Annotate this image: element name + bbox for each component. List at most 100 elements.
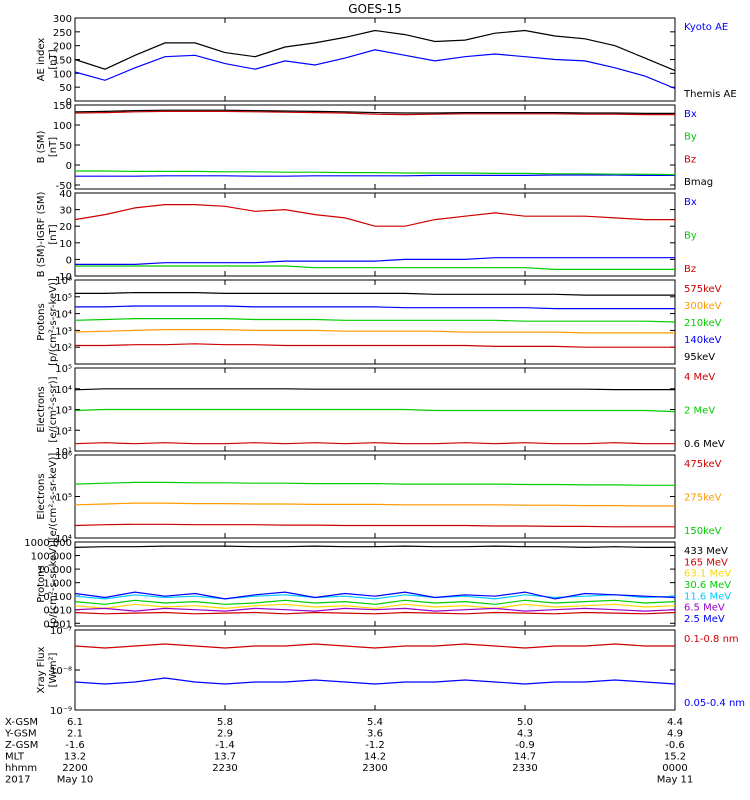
y-tick-label: 150: [53, 101, 72, 112]
series-line: [74, 603, 676, 610]
y-axis-label: [p/(cm²-s-sr-keV)]: [48, 278, 59, 366]
panel-3: -10 0 10 20 30 40 B (SM)-IGRF (SM) [nT] Bx By Bz: [36, 189, 697, 283]
x-axis-value: 14.2: [364, 752, 386, 763]
series-line: [74, 523, 675, 528]
legend-entry: Bz: [684, 264, 696, 275]
x-axis-value: 5.8: [217, 717, 233, 728]
x-axis-value: 2200: [62, 763, 87, 774]
y-tick-label: -50: [56, 181, 72, 192]
series-line: [74, 408, 676, 413]
y-tick-label: 0: [66, 97, 72, 108]
x-axis-row-label: MLT: [5, 752, 25, 763]
y-tick-label: -10: [56, 272, 72, 283]
y-tick-label: 10³: [55, 326, 72, 337]
panel-6: 10⁴ 10⁵ 10⁶ Electrons [e/(cm²-s-sr-keV)] 475k…: [36, 451, 722, 545]
y-tick-label: 1000.000: [24, 538, 72, 549]
series-line: [75, 292, 675, 296]
y-tick-label: 150: [53, 56, 72, 67]
legend-entry: 575keV: [684, 284, 722, 295]
y-tick-label: 10⁵: [55, 293, 72, 304]
legend-entry: 4 MeV: [684, 372, 715, 383]
y-tick-label: 10.000: [37, 565, 72, 576]
series-line: [75, 305, 675, 310]
y-tick-label: 10: [59, 239, 72, 250]
y-axis-label: Electrons: [36, 386, 47, 432]
series-line: [74, 110, 675, 116]
x-axis-row-label: Z-GSM: [5, 740, 38, 751]
x-axis-value: 5.4: [367, 717, 383, 728]
x-axis-value: -0.9: [515, 740, 535, 751]
y-axis-label: Protons: [36, 565, 47, 602]
x-axis-value: 2.9: [217, 729, 233, 740]
series-line: [74, 49, 676, 90]
x-axis-value: -1.2: [365, 740, 385, 751]
y-tick-label: 300: [53, 14, 72, 25]
y-tick-label: 50: [59, 83, 72, 94]
x-axis-value: -1.6: [65, 740, 85, 751]
panel-2: -50 0 50 100 150 B (SM) [nT] Bx By Bz Bmag: [36, 101, 713, 192]
series-line: [74, 643, 675, 649]
series-line: [74, 109, 675, 115]
y-tick-label: 50: [59, 141, 72, 152]
legend-entry: 475keV: [684, 459, 722, 470]
y-tick-label: 0.001: [43, 619, 72, 630]
legend-entry: 210keV: [684, 318, 722, 329]
y-axis-label: [nT]: [48, 137, 59, 157]
x-axis-value: 15.2: [664, 752, 686, 763]
y-axis-label: AE index: [36, 38, 47, 82]
y-tick-label: 100.000: [31, 552, 72, 563]
series-line: [74, 594, 676, 600]
y-tick-label: 30: [59, 206, 72, 217]
y-axis-label: [nT]: [48, 224, 59, 244]
y-tick-label: 10⁴: [55, 310, 72, 321]
x-axis-row-label: 2017: [5, 775, 30, 786]
panel-1: 0 50 100 150 200 250 300 AE index [nT] Kyoto AE Th…: [36, 14, 737, 108]
series-line: [74, 611, 676, 615]
series-line: [75, 257, 675, 265]
x-axis-value: 2230: [212, 763, 237, 774]
y-tick-label: 10⁴: [55, 534, 72, 545]
x-axis-value: -0.6: [665, 740, 685, 751]
legend-entry: Themis AE: [683, 89, 737, 100]
y-axis-label: B (SM): [36, 130, 47, 163]
y-tick-label: 10²: [55, 343, 72, 354]
x-axis-row-label: X-GSM: [5, 717, 38, 728]
series-line: [74, 591, 676, 600]
panel-frame: [74, 629, 676, 711]
x-axis-value: -1.4: [215, 740, 235, 751]
legend-entry: 30.6 MeV: [684, 580, 731, 591]
x-axis-value: 2300: [362, 763, 387, 774]
series-line: [74, 502, 675, 507]
legend-entry: 6.5 MeV: [684, 603, 725, 614]
plot-title: GOES-15: [348, 2, 402, 16]
x-axis-value: May 10: [57, 775, 94, 786]
y-axis-label: B (SM)-IGRF (SM): [36, 192, 47, 278]
legend-entry: 275keV: [684, 493, 722, 504]
y-tick-label: 0.100: [43, 592, 72, 603]
legend-entry: 95keV: [684, 352, 715, 363]
y-axis-label: [p/(cm²-s-sr-keV)]: [48, 540, 59, 628]
legend-entry: Bmag: [684, 177, 713, 188]
panel-4: 10² 10³ 10⁴ 10⁵ 10⁶ Protons [p/(cm²-s-sr-keV)]…: [36, 276, 722, 366]
x-axis-value: 5.0: [517, 717, 533, 728]
x-axis-value: 4.4: [667, 717, 683, 728]
series-line: [74, 318, 676, 323]
legend-entry: By: [684, 231, 697, 242]
x-axis-row-label: hhmm: [5, 763, 37, 774]
series-line: [74, 545, 675, 549]
legend-entry: Bx: [684, 197, 697, 208]
y-tick-label: 10⁶: [55, 276, 72, 287]
y-tick-label: 10⁻⁹: [50, 706, 72, 717]
x-axis-value: 0000: [662, 763, 687, 774]
legend-entry: Bx: [684, 109, 697, 120]
series-line: [74, 442, 675, 445]
series-line: [75, 170, 676, 176]
x-axis-value: 2330: [512, 763, 537, 774]
y-tick-label: 10⁵: [55, 364, 72, 375]
legend-entry: Kyoto AE: [684, 22, 728, 33]
y-tick-label: 250: [53, 28, 72, 39]
y-tick-label: 10⁻⁷: [50, 626, 72, 637]
